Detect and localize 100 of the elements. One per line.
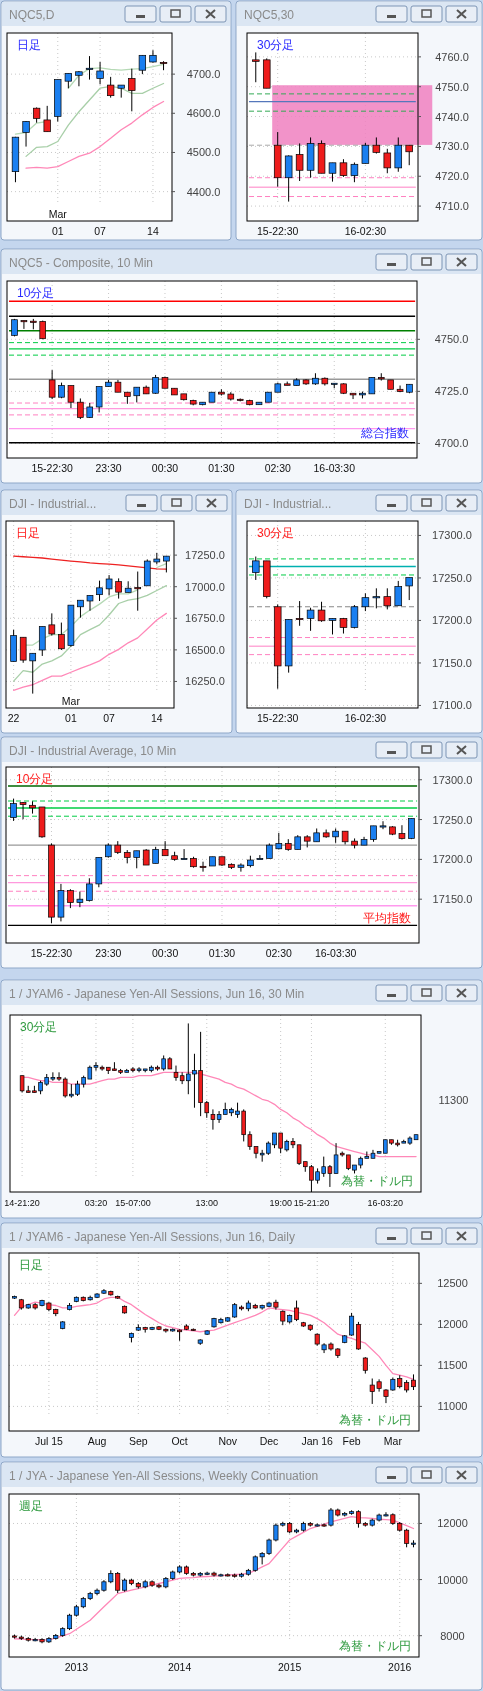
annotation: 週足 [19, 1499, 43, 1513]
x-tick-label: 23:30 [95, 947, 122, 959]
y-tick-label: 4720.0 [435, 170, 469, 183]
chart-title: DJI - Industrial... [244, 497, 332, 511]
y-tick-label: 4700.0 [186, 68, 221, 81]
x-tick-label: Jul 15 [34, 1435, 64, 1447]
y-tick-label: 4600.0 [186, 107, 221, 120]
annotation: 為替・ドル円 [339, 1413, 411, 1427]
annotation: 10分足 [17, 286, 55, 300]
y-tick-label: 17150.0 [432, 893, 473, 906]
y-tick-label: 4700.0 [434, 437, 469, 450]
y-tick-label: 16750.0 [185, 612, 225, 625]
chart-title: 1 / JYAM6 - Japanese Yen-All Sessions, Jun 16, 30 Min [9, 987, 305, 1001]
y-tick-label: 11000 [437, 1400, 468, 1413]
x-tick-label: 2014 [167, 1661, 192, 1673]
x-tick-label: 19:00 [269, 1198, 292, 1208]
x-tick-label: 16-03:30 [313, 462, 356, 474]
x-tick-label: 14 [147, 225, 159, 237]
x-tick-label: 13:00 [195, 1198, 219, 1208]
chart-title: 1 / JYA - Japanese Yen-All Sessions, Weekly Continuation [9, 1469, 319, 1483]
y-tick-label: 17200.0 [432, 853, 473, 866]
x-tick-label: 16-02:30 [344, 225, 387, 237]
text: 11300 [438, 1093, 469, 1106]
y-tick-label: 8000 [440, 1629, 465, 1642]
x-tick-label: Mar 01 [61, 695, 81, 724]
x-tick-label: 2013 [64, 1661, 89, 1673]
x-tick-label: Sep [128, 1435, 148, 1447]
x-tick-label: 02:30 [265, 947, 293, 959]
x-tick-label: 2015 [277, 1661, 302, 1673]
y-tick-label: 10000 [437, 1573, 468, 1586]
x-tick-label: 23:30 [95, 462, 122, 474]
x-tick-label: 14-21:20 [4, 1198, 40, 1208]
x-tick-label: 03:20 [84, 1198, 108, 1208]
x-tick-label: 15-21:20 [293, 1198, 330, 1208]
x-tick-label: 00:30 [151, 462, 179, 474]
y-tick-label: 4500.0 [186, 146, 221, 159]
y-tick-label: 12000 [437, 1318, 468, 1331]
annotation: 為替・ドル円 [341, 1174, 413, 1188]
x-tick-label: Jan 16 [301, 1435, 334, 1447]
y-tick-label: 12000 [437, 1517, 468, 1530]
x-tick-label: Aug [87, 1435, 107, 1447]
annotation: 30分足 [257, 38, 295, 52]
y-tick-label: 17000.0 [185, 580, 225, 593]
y-tick-label: 4760.0 [435, 50, 469, 63]
y-tick-label: 17200.0 [432, 614, 472, 627]
x-tick-label: Dec [259, 1435, 279, 1447]
x-tick-label: 00:30 [152, 947, 179, 959]
y-tick-label: 4740.0 [435, 110, 469, 123]
x-tick-label: 2016 [388, 1661, 412, 1673]
chart-title: 1 / JYAM6 - Japanese Yen-All Sessions, Jun 16, Daily [9, 1230, 295, 1244]
chart-title: DJI - Industrial... [9, 497, 97, 511]
y-tick-label: 12500 [437, 1277, 468, 1290]
chart-title: NQC5,D [9, 8, 55, 22]
y-tick-label: 17250.0 [432, 813, 473, 826]
x-tick-label: 16-03:20 [367, 1198, 404, 1208]
y-tick-label: 4750.0 [435, 80, 469, 93]
x-tick-label: Oct [171, 1435, 188, 1447]
x-tick-label: 16-02:30 [344, 712, 387, 724]
chart-title: NQC5,30 [244, 8, 295, 22]
annotation: 総合指数 [360, 426, 409, 440]
x-tick-label: 14 [150, 712, 163, 724]
annotation: 平均指数 [363, 911, 411, 925]
y-tick-label: 4400.0 [186, 185, 221, 198]
y-tick-label: 17250.0 [432, 571, 472, 584]
x-tick-label: 22 [7, 712, 20, 724]
x-tick-label: Mar 01 [48, 208, 68, 237]
x-tick-label: 15-22:30 [256, 712, 299, 724]
annotation: 日足 [19, 1258, 43, 1272]
x-tick-label: Nov [218, 1435, 238, 1447]
x-tick-label: 01:30 [208, 947, 236, 959]
y-tick-label: 17300.0 [432, 773, 473, 786]
y-tick-label: 17300.0 [432, 529, 472, 542]
x-tick-label: 02:30 [264, 462, 292, 474]
annotation: 為替・ドル円 [339, 1639, 411, 1653]
annotation: 日足 [16, 526, 40, 540]
x-tick-label: Feb [342, 1435, 361, 1447]
x-tick-label: 15-22:30 [256, 225, 299, 237]
x-tick-label: 15-22:30 [30, 947, 73, 959]
x-tick-label: 15-07:00 [115, 1198, 151, 1208]
x-tick-label: 07 [103, 712, 116, 724]
y-tick-label: 11500 [437, 1359, 468, 1372]
chart-title: NQC5 - Composite, 10 Min [9, 256, 154, 270]
y-tick-label: 17250.0 [185, 549, 225, 562]
annotation: 10分足 [16, 772, 54, 786]
x-tick-label: 01:30 [208, 462, 235, 474]
annotation: 日足 [17, 38, 41, 52]
x-tick-label: 15-22:30 [31, 462, 74, 474]
y-tick-label: 16250.0 [185, 675, 225, 688]
x-tick-label: 07 [94, 225, 107, 237]
x-tick-label: Mar [383, 1435, 403, 1447]
y-tick-label: 4710.0 [435, 200, 469, 213]
chart-title: DJI - Industrial Average, 10 Min [9, 744, 177, 758]
annotation: 30分足 [20, 1020, 58, 1034]
y-tick-label: 4730.0 [435, 140, 469, 153]
annotation: 30分足 [257, 526, 295, 540]
x-tick-label: 16-03:30 [314, 947, 357, 959]
y-tick-label: 4725.0 [434, 385, 469, 398]
y-tick-label: 17100.0 [432, 699, 472, 712]
y-tick-label: 16500.0 [185, 643, 225, 656]
y-tick-label: 4750.0 [434, 333, 469, 346]
